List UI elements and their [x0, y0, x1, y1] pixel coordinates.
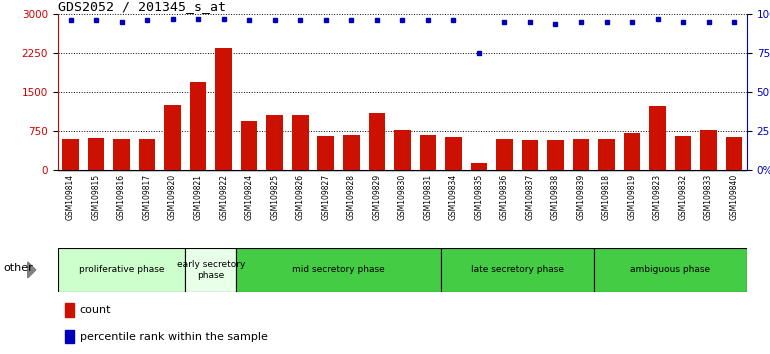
Text: late secretory phase: late secretory phase [470, 266, 564, 274]
Text: GSM109831: GSM109831 [424, 174, 432, 220]
Text: GDS2052 / 201345_s_at: GDS2052 / 201345_s_at [58, 0, 226, 13]
Bar [317, 136, 334, 170]
Bar [394, 131, 410, 170]
Text: mid secretory phase: mid secretory phase [292, 266, 385, 274]
Text: GSM109838: GSM109838 [551, 174, 560, 220]
Bar [496, 139, 513, 170]
Text: GSM109835: GSM109835 [474, 174, 484, 220]
Text: GSM109826: GSM109826 [296, 174, 305, 220]
Bar [58, 248, 186, 292]
Bar [440, 248, 594, 292]
Text: GSM109815: GSM109815 [92, 174, 101, 220]
Bar [701, 131, 717, 170]
Text: GSM109824: GSM109824 [245, 174, 253, 220]
Text: GSM109817: GSM109817 [142, 174, 152, 220]
Text: percentile rank within the sample: percentile rank within the sample [80, 332, 268, 342]
Text: early secretory
phase: early secretory phase [176, 260, 245, 280]
Bar [292, 115, 309, 170]
Bar [190, 82, 206, 170]
Text: GSM109820: GSM109820 [168, 174, 177, 220]
Text: GSM109827: GSM109827 [321, 174, 330, 220]
Bar [164, 104, 181, 170]
Bar [88, 138, 104, 170]
Bar [236, 248, 440, 292]
Bar [369, 113, 385, 170]
Bar [521, 140, 538, 170]
Text: GSM109816: GSM109816 [117, 174, 126, 220]
Text: GSM109819: GSM109819 [628, 174, 637, 220]
Bar [113, 139, 130, 170]
Bar [216, 48, 232, 170]
Text: count: count [80, 305, 112, 315]
Text: GSM109818: GSM109818 [602, 174, 611, 220]
Bar [62, 139, 79, 170]
Text: GSM109825: GSM109825 [270, 174, 280, 220]
Bar [266, 115, 283, 170]
Bar [445, 137, 462, 170]
Bar [675, 136, 691, 170]
Bar [186, 248, 236, 292]
Text: GSM109840: GSM109840 [730, 174, 738, 220]
Text: ambiguous phase: ambiguous phase [631, 266, 711, 274]
Bar [594, 248, 747, 292]
Text: GSM109829: GSM109829 [373, 174, 381, 220]
Bar [547, 140, 564, 170]
Text: GSM109833: GSM109833 [704, 174, 713, 220]
Text: proliferative phase: proliferative phase [79, 266, 164, 274]
Bar [624, 132, 641, 170]
Bar [649, 106, 666, 170]
Bar [65, 330, 74, 343]
Text: GSM109828: GSM109828 [346, 174, 356, 220]
Text: GSM109823: GSM109823 [653, 174, 662, 220]
Text: GSM109822: GSM109822 [219, 174, 228, 220]
Bar [65, 303, 74, 317]
Bar [241, 121, 257, 170]
Text: other: other [3, 263, 32, 273]
Bar [470, 163, 487, 170]
Bar [726, 137, 742, 170]
Bar [598, 139, 614, 170]
Bar [343, 135, 360, 170]
Text: GSM109836: GSM109836 [500, 174, 509, 220]
Bar [420, 135, 436, 170]
Bar [139, 139, 156, 170]
Bar [573, 139, 589, 170]
Text: GSM109837: GSM109837 [525, 174, 534, 220]
Text: GSM109821: GSM109821 [193, 174, 203, 220]
Text: GSM109830: GSM109830 [398, 174, 407, 220]
Text: GSM109834: GSM109834 [449, 174, 458, 220]
Text: GSM109839: GSM109839 [577, 174, 585, 220]
Text: GSM109832: GSM109832 [678, 174, 688, 220]
Polygon shape [28, 262, 35, 278]
Text: GSM109814: GSM109814 [66, 174, 75, 220]
